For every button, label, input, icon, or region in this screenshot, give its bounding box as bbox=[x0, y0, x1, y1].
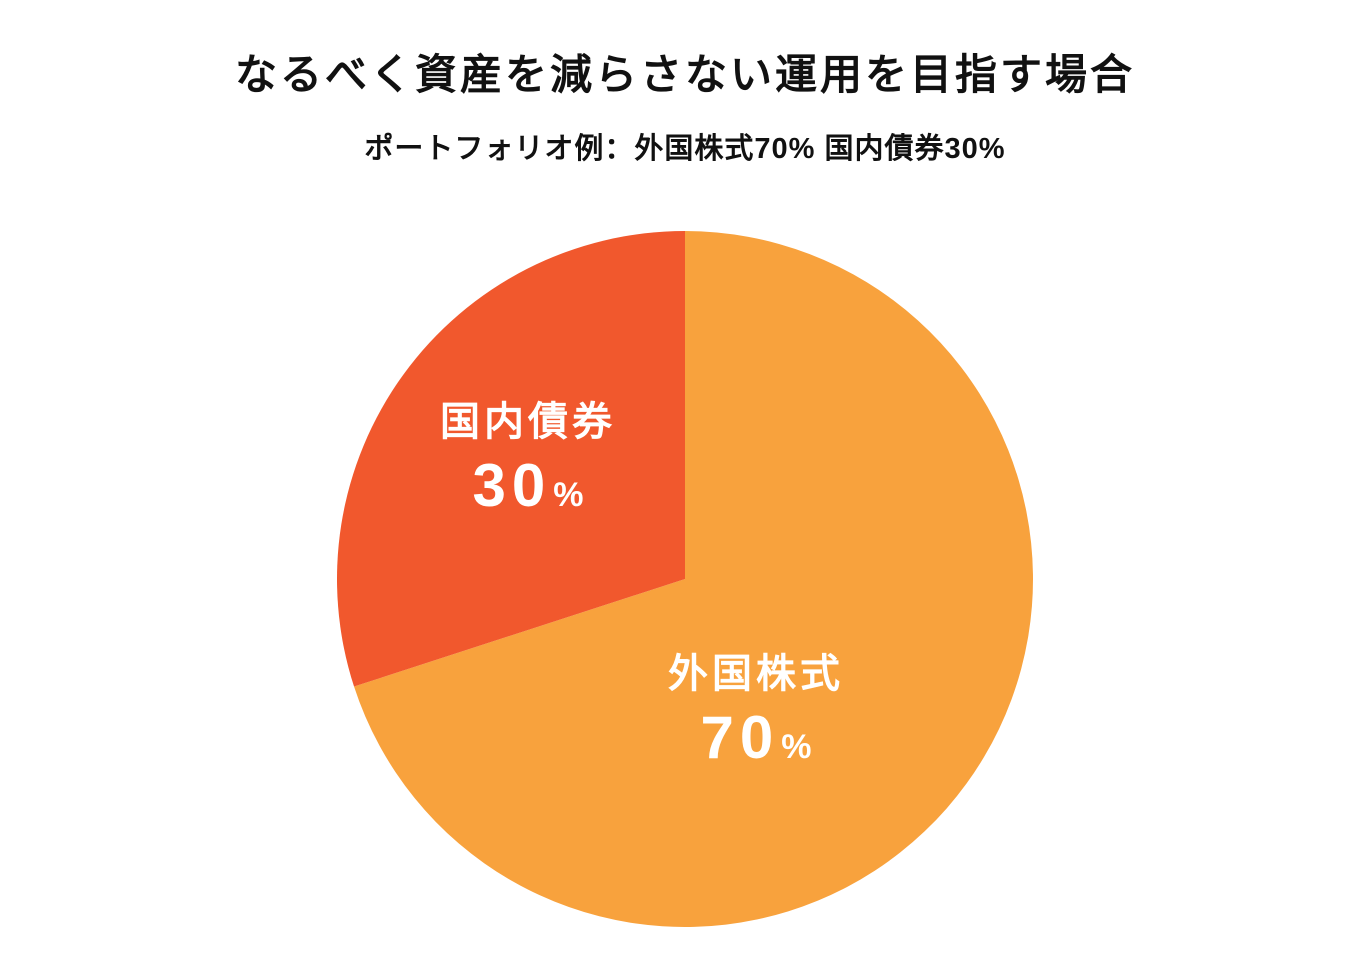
pie-chart bbox=[337, 231, 1033, 927]
pie-label-foreign-stocks-percent-sign: % bbox=[781, 728, 812, 766]
pie-chart-svg bbox=[337, 231, 1033, 927]
pie-label-domestic-bonds: 国内債券 30% bbox=[440, 400, 616, 516]
pie-label-domestic-bonds-percent-sign: % bbox=[553, 476, 584, 514]
pie-label-foreign-stocks-name: 外国株式 bbox=[668, 652, 844, 696]
pie-label-foreign-stocks-number: 70 bbox=[700, 704, 780, 771]
pie-label-domestic-bonds-name: 国内債券 bbox=[440, 400, 616, 444]
pie-label-foreign-stocks: 外国株式 70% bbox=[668, 652, 844, 768]
pie-label-domestic-bonds-number: 30 bbox=[472, 452, 552, 519]
pie-label-domestic-bonds-value: 30% bbox=[440, 456, 616, 516]
pie-slice-foreign-stocks bbox=[354, 231, 1033, 927]
page-subtitle: ポートフォリオ例：外国株式70% 国内債券30% bbox=[364, 133, 1006, 166]
pie-slice-domestic-bonds bbox=[337, 231, 685, 687]
page-title: なるべく資産を減らさない運用を目指す場合 bbox=[234, 51, 1135, 98]
pie-label-foreign-stocks-value: 70% bbox=[668, 708, 844, 768]
